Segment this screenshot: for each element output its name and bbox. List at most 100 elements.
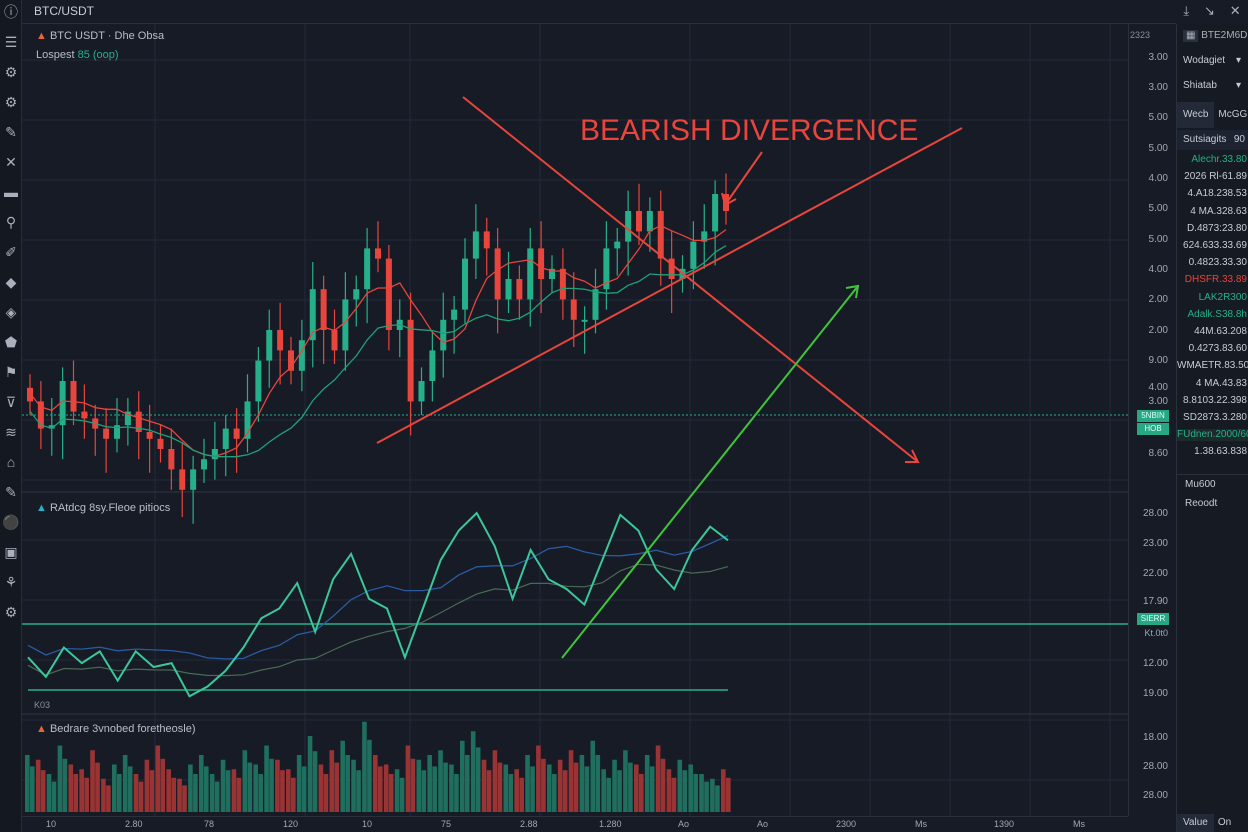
chevron-down-icon: ▾ <box>1235 55 1241 66</box>
layers-icon[interactable]: ≋ <box>5 424 17 440</box>
candle-body <box>320 289 327 330</box>
candle-body <box>483 231 490 249</box>
ma-slow-line <box>29 245 727 458</box>
volume-legend-text: Bedrare 3vnobed foretheosle) <box>49 723 196 735</box>
panel-row[interactable]: Alechr.33.80 <box>1191 154 1247 165</box>
volume-bar <box>269 758 274 812</box>
panel-row[interactable]: 0.4823.33.30 <box>1188 257 1247 269</box>
time-tick: 75 <box>441 819 452 829</box>
ruler-icon[interactable]: ▬ <box>4 184 18 200</box>
tag-icon[interactable]: ◈ <box>5 304 17 320</box>
panel-row[interactable]: 1.38.63.838 <box>1194 446 1247 458</box>
volume-bar <box>25 755 30 812</box>
cross-icon[interactable]: ✕ <box>5 154 17 170</box>
rsi-price-tag: SIERR <box>1137 613 1169 625</box>
main-legend-text: BTC USDT · Dhe Obsa <box>49 30 165 42</box>
panel-row[interactable]: D.4873:23.80 <box>1186 222 1247 234</box>
dropdown-2[interactable]: Shiatab ▾ <box>1177 80 1248 92</box>
tab-2[interactable]: McGG <box>1218 109 1248 120</box>
tab-1[interactable]: Wecb <box>1177 102 1215 128</box>
filter-icon[interactable]: ⊽ <box>5 394 17 410</box>
volume-bar <box>623 750 628 812</box>
volume-bar <box>177 778 182 812</box>
fill-icon[interactable]: ⬟ <box>4 334 18 350</box>
rsi-tick: 28.00 <box>1142 508 1168 519</box>
time-axis[interactable]: 10 2.80 78 120 10 75 2.88 1.280 Ao Ao 2300 Ms 1390 Ms <box>22 816 1128 832</box>
chart-box-icon[interactable]: ▣ <box>4 544 18 560</box>
candle-body <box>233 428 240 439</box>
volume-bar <box>606 777 611 812</box>
price-axis[interactable]: 3.00 3.00 5.00 5.00 4.00 5.00 5.00 4.00 2.00 2.00… <box>1128 24 1176 816</box>
pencil-icon[interactable]: ✎ <box>5 124 17 140</box>
price-tick: 4.00 <box>1148 173 1168 184</box>
minimize-icon[interactable]: ⤓ <box>1183 3 1190 18</box>
panel-row[interactable]: LAK2R300 <box>1198 291 1247 303</box>
candle-body <box>603 248 610 290</box>
volume-bar <box>46 774 52 812</box>
candle-body <box>505 279 512 300</box>
volume-bar <box>286 769 291 812</box>
cog-icon[interactable]: ⚙ <box>4 604 18 620</box>
magnet-icon[interactable]: ⚲ <box>5 214 17 230</box>
dropdown-2-value: Shiatab <box>1183 80 1217 91</box>
pen-icon[interactable]: ✎ <box>5 484 17 500</box>
volume-bar <box>699 774 704 812</box>
volume-bar <box>514 769 519 812</box>
chart-canvas[interactable]: BEARISH DIVERGENCE <box>0 0 1128 816</box>
volume-bar <box>204 766 209 812</box>
volume-bar <box>530 766 535 812</box>
panel-row[interactable]: DHSFR.33.89 <box>1184 274 1247 286</box>
rsi-signal-line <box>27 563 729 677</box>
volume-bar <box>247 762 253 812</box>
shapes-icon[interactable]: ◆ <box>5 274 17 290</box>
panel-footer-1[interactable]: Mu600 <box>1177 474 1248 492</box>
maximize-icon[interactable]: ↘ <box>1203 3 1215 18</box>
volume-bar <box>209 774 215 812</box>
volume-tick: 18.00 <box>1142 732 1168 743</box>
panel-row[interactable]: 44M.63.208 <box>1194 326 1247 337</box>
panel-row[interactable]: 624.633.33.69 <box>1183 240 1247 251</box>
info-icon[interactable]: ⓘ <box>4 4 18 20</box>
window-controls: ⤓ ↘ ✕ <box>1176 3 1248 19</box>
panel-row[interactable]: SD2873.3.280 <box>1183 412 1247 423</box>
brush-icon[interactable]: ✐ <box>5 244 17 260</box>
tab-value[interactable]: Value <box>1177 814 1214 832</box>
time-tick: 2.80 <box>125 819 143 829</box>
panel-row[interactable]: 2026 Rl-61.89 <box>1184 171 1247 183</box>
panel-row[interactable]: WMAETR.83.508 <box>1177 360 1248 372</box>
grid <box>22 24 1128 816</box>
candle-body <box>211 449 218 460</box>
volume-bar <box>138 781 144 812</box>
section-title: Sutsiagits <box>1183 134 1227 145</box>
dropdown-1[interactable]: Wodagiet ▾ <box>1177 55 1248 67</box>
node-icon[interactable]: ⚫ <box>2 514 20 530</box>
gear-icon[interactable]: ⚙ <box>4 94 18 110</box>
panel-row[interactable]: 0.4273.83.60 <box>1188 343 1247 355</box>
panel-row[interactable]: 8.8103.22.398 <box>1183 394 1247 406</box>
divergence-arrow <box>724 151 763 206</box>
panel-row[interactable]: Adalk.S38.8h <box>1187 308 1248 320</box>
volume-bar <box>416 759 422 812</box>
home-icon[interactable]: ⌂ <box>6 454 16 470</box>
close-icon[interactable]: ✕ <box>1229 3 1241 18</box>
price-tag: HOB <box>1137 423 1169 435</box>
panel-row[interactable]: FUdnen.2000/60 <box>1177 429 1248 442</box>
panel-row[interactable]: 4 MA.328.63 <box>1190 205 1247 217</box>
volume-bar <box>481 759 487 812</box>
settings-icon[interactable]: ⚙ <box>4 64 18 80</box>
tab-on[interactable]: On <box>1217 817 1232 828</box>
volume-bar <box>557 759 563 812</box>
panel-footer-2[interactable]: Reoodt <box>1185 498 1218 509</box>
menu-icon[interactable]: ☰ <box>4 34 18 50</box>
panel-row[interactable]: 4.A18.238.53 <box>1187 188 1248 200</box>
volume-tick: 28.00 <box>1142 761 1168 772</box>
symbol-title[interactable]: BTC/USDT <box>34 4 94 18</box>
candle-body <box>244 401 251 439</box>
flag-icon[interactable]: ⚑ <box>4 364 18 380</box>
volume-bar <box>84 777 89 812</box>
volume-bar <box>399 777 405 812</box>
volume-bar <box>693 774 698 812</box>
tree-icon[interactable]: ⚘ <box>4 574 18 590</box>
volume-bar <box>112 764 117 812</box>
panel-row[interactable]: 4 MA.43.83 <box>1195 377 1247 389</box>
